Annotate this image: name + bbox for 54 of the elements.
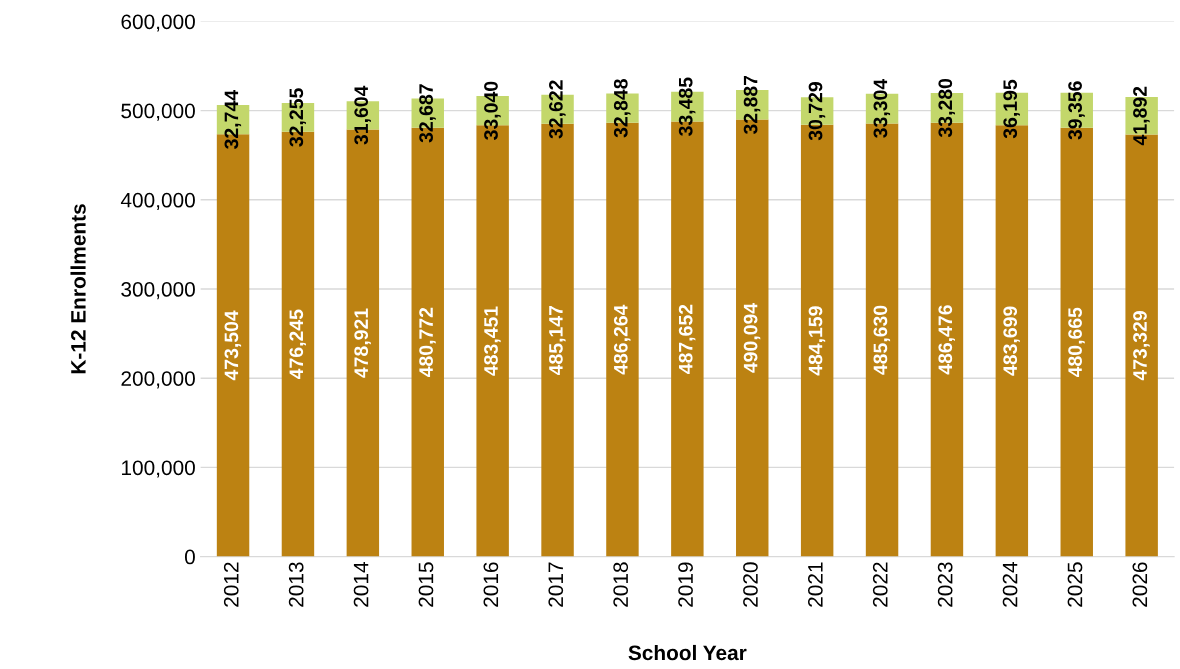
data-label: 483,451 bbox=[484, 306, 501, 376]
x-tick-label: 2024 bbox=[1002, 562, 1018, 607]
data-label: 36,195 bbox=[1003, 79, 1020, 139]
x-tick-label: 2019 bbox=[678, 562, 693, 607]
x-tick-label: 2022 bbox=[872, 562, 888, 607]
data-label: 32,622 bbox=[549, 80, 566, 139]
data-label: 33,280 bbox=[938, 78, 955, 138]
y-tick-label: 400,000 bbox=[120, 192, 195, 211]
data-label: 32,887 bbox=[743, 75, 761, 135]
data-label: 483,699 bbox=[1003, 306, 1020, 376]
x-axis-title: School Year bbox=[628, 644, 747, 661]
x-tick-label: 2026 bbox=[1132, 562, 1148, 607]
data-label: 485,147 bbox=[549, 305, 566, 376]
data-label: 473,329 bbox=[1133, 311, 1150, 381]
x-tick-label: 2015 bbox=[418, 562, 434, 607]
data-label: 484,159 bbox=[808, 306, 826, 376]
data-label: 478,921 bbox=[354, 308, 371, 378]
y-tick-label: 200,000 bbox=[121, 371, 195, 389]
x-tick-label: 2025 bbox=[1067, 562, 1083, 607]
x-tick-label: 2013 bbox=[288, 562, 304, 607]
data-label: 33,040 bbox=[484, 81, 501, 140]
y-tick-label: 100,000 bbox=[122, 460, 195, 478]
data-label: 480,772 bbox=[419, 307, 436, 378]
y-tick-label: 300,000 bbox=[121, 282, 195, 300]
x-tick-label: 2017 bbox=[548, 562, 564, 607]
data-label: 473,504 bbox=[224, 310, 242, 381]
data-label: 480,665 bbox=[1068, 307, 1085, 378]
x-tick-label: 2018 bbox=[613, 562, 629, 607]
y-tick-label: 0 bbox=[184, 549, 195, 565]
data-label: 31,604 bbox=[354, 85, 371, 145]
x-tick-label: 2014 bbox=[353, 562, 369, 607]
data-label: 32,848 bbox=[613, 79, 631, 138]
x-tick-label: 2023 bbox=[937, 562, 953, 607]
data-label: 39,356 bbox=[1068, 81, 1085, 140]
y-tick-label: 500,000 bbox=[121, 103, 195, 121]
data-label: 485,630 bbox=[873, 305, 891, 375]
data-label: 32,687 bbox=[419, 84, 436, 143]
data-label: 30,729 bbox=[808, 82, 826, 141]
data-label: 32,255 bbox=[289, 88, 306, 147]
data-label: 476,245 bbox=[289, 309, 306, 380]
data-label: 490,094 bbox=[743, 302, 761, 373]
x-tick-label: 2012 bbox=[223, 562, 239, 607]
data-label: 41,892 bbox=[1133, 86, 1150, 146]
y-axis-title: K-12 Enrollments bbox=[70, 204, 86, 374]
x-tick-label: 2021 bbox=[807, 562, 823, 607]
data-label: 486,476 bbox=[938, 305, 955, 375]
y-tick-label: 600,000 bbox=[121, 14, 195, 32]
data-label: 486,264 bbox=[613, 304, 631, 375]
data-label: 32,744 bbox=[224, 90, 242, 149]
data-label: 487,652 bbox=[678, 304, 696, 374]
data-label: 33,485 bbox=[678, 77, 696, 136]
x-tick-label: 2020 bbox=[743, 562, 758, 607]
data-label: 33,304 bbox=[873, 78, 891, 138]
x-tick-label: 2016 bbox=[483, 562, 499, 607]
